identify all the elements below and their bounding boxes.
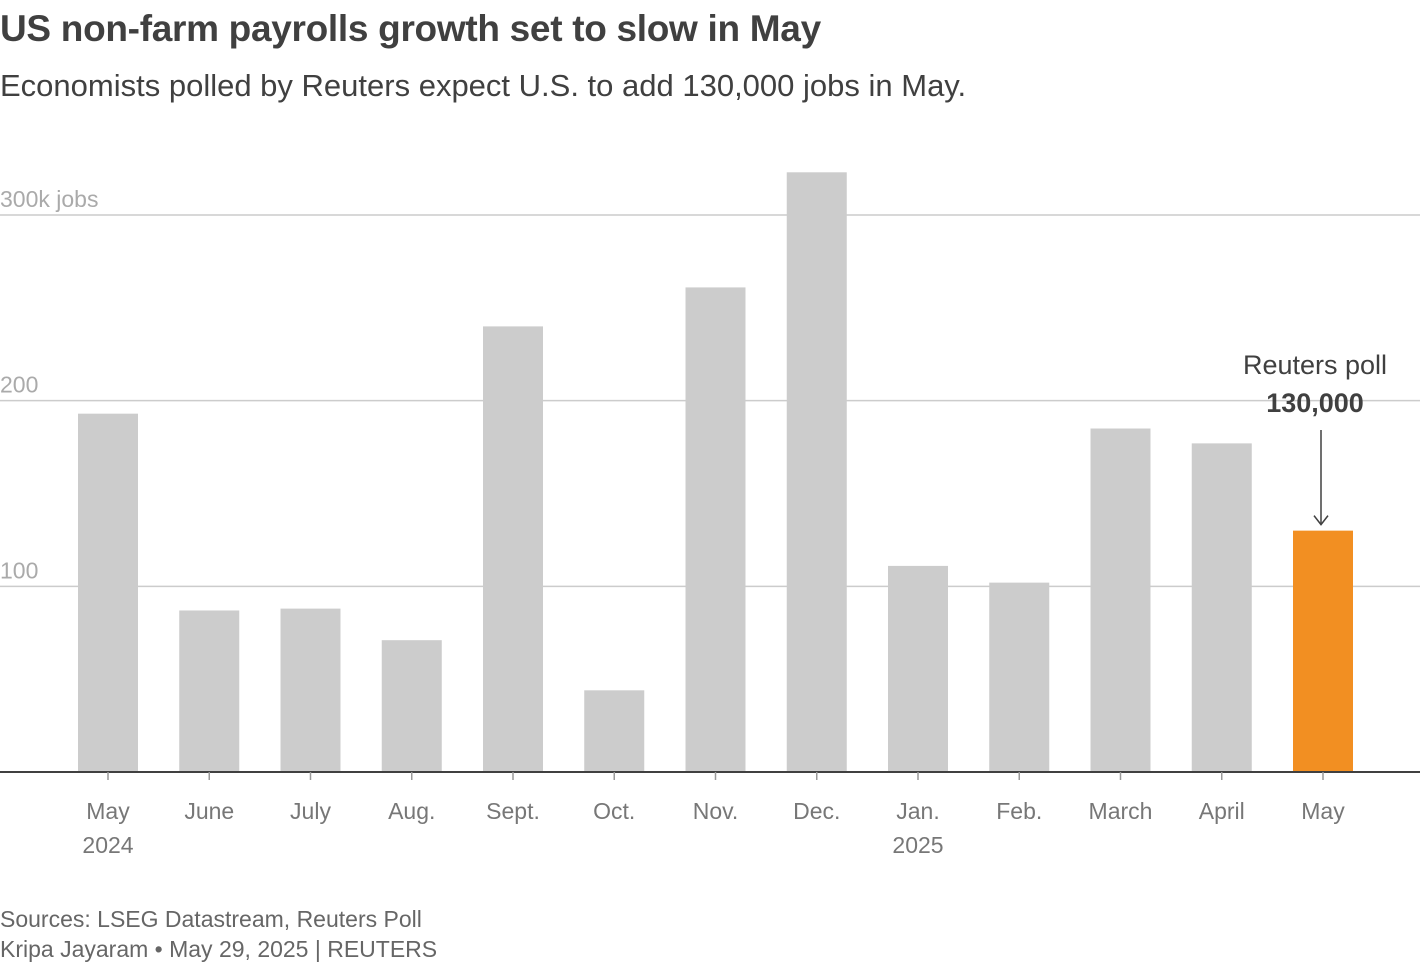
annotation-value: 130,000 — [1266, 388, 1364, 418]
x-tick-year-label: 2024 — [82, 832, 133, 858]
bar — [1090, 428, 1151, 772]
x-tick-label: May — [1301, 798, 1345, 824]
bar — [989, 582, 1050, 772]
bar-chart: 100 200 300k jobs May 2024 June July Aug. Sept. O… — [0, 172, 1420, 858]
x-tick-label: July — [290, 798, 331, 824]
bar — [280, 608, 341, 772]
bar — [685, 287, 746, 772]
y-tick-label: 200 — [0, 372, 38, 398]
bar — [78, 413, 138, 772]
x-tick-label: Aug. — [388, 798, 435, 824]
bar — [381, 640, 442, 772]
x-tick-label: Nov. — [693, 798, 739, 824]
x-tick-label: Feb. — [996, 798, 1042, 824]
x-tick-label: Jan. — [896, 798, 939, 824]
x-tick-year-label: 2025 — [892, 832, 943, 858]
y-tick-label: 100 — [0, 557, 38, 583]
x-tick-label: March — [1089, 798, 1153, 824]
x-tick-label: Sept. — [486, 798, 540, 824]
y-tick-label: 300k jobs — [0, 186, 98, 212]
byline-credit: Kripa Jayaram • May 29, 2025 | REUTERS — [0, 936, 438, 962]
sources-note: Sources: LSEG Datastream, Reuters Poll — [0, 906, 422, 932]
x-tick-label: June — [184, 798, 234, 824]
bar-highlight — [1293, 530, 1353, 772]
bar — [483, 326, 543, 772]
x-tick-label: Oct. — [593, 798, 635, 824]
bar — [1191, 443, 1252, 772]
x-tick-label: April — [1199, 798, 1245, 824]
bar — [888, 565, 948, 772]
chart-subtitle: Economists polled by Reuters expect U.S.… — [0, 68, 967, 103]
bar — [179, 610, 240, 772]
x-tick-label: Dec. — [793, 798, 840, 824]
bar — [584, 690, 645, 772]
annotation-arrow-head — [1313, 515, 1329, 526]
x-tick-label: May — [86, 798, 130, 824]
bar — [786, 172, 847, 773]
chart-title: US non-farm payrolls growth set to slow … — [0, 8, 821, 49]
annotation-label: Reuters poll — [1243, 350, 1387, 380]
